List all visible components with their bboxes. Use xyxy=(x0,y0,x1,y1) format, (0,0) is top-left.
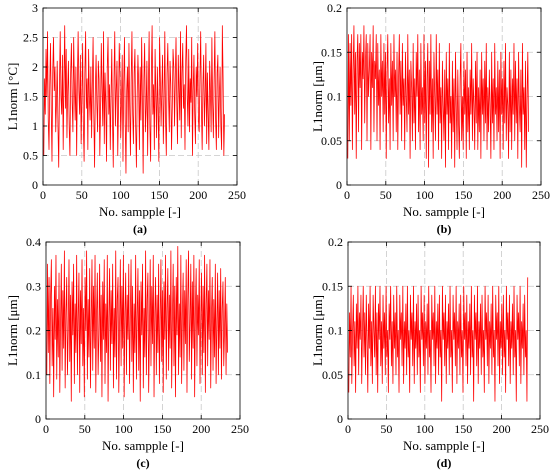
x-tick-label: 100 xyxy=(115,422,133,436)
x-axis-label: No. sampple [-] xyxy=(403,438,485,453)
y-tick-label: 3 xyxy=(32,1,38,15)
y-tick-label: 0.2 xyxy=(328,235,343,249)
y-tick-label: 0.05 xyxy=(321,134,342,148)
x-tick-label: 0 xyxy=(345,422,351,436)
x-tick-label: 0 xyxy=(40,188,46,202)
y-tick-label: 0.2 xyxy=(26,324,41,338)
x-tick-label: 200 xyxy=(192,422,210,436)
x-tick-label: 0 xyxy=(43,422,49,436)
y-tick-label: 0 xyxy=(336,178,342,192)
y-tick-label: 2 xyxy=(32,60,38,74)
x-tick-label: 100 xyxy=(112,188,130,202)
x-tick-label: 150 xyxy=(150,188,168,202)
y-tick-label: 0.15 xyxy=(322,279,343,293)
x-tick-label: 200 xyxy=(493,188,511,202)
x-tick-label: 250 xyxy=(532,188,550,202)
chart-panel-2: 0 50 100 150 200 250 0 0.05 0.1 0.15 0.2 No. samppl… xyxy=(310,1,550,236)
x-tick-label: 150 xyxy=(454,188,472,202)
y-tick-label: 0 xyxy=(337,412,343,426)
x-axis-label: No. sampple [-] xyxy=(102,438,184,453)
x-axis-label: No. sampple [-] xyxy=(403,204,485,219)
y-axis-label: L1norm [μm] xyxy=(310,61,325,132)
series-line xyxy=(46,246,228,402)
panel-caption: (b) xyxy=(437,222,452,236)
x-tick-label: 50 xyxy=(380,188,392,202)
y-tick-label: 0.2 xyxy=(327,1,342,15)
x-tick-label: 100 xyxy=(416,188,434,202)
y-tick-label: 0 xyxy=(35,412,41,426)
y-tick-label: 1.5 xyxy=(23,90,38,104)
x-tick-label: 50 xyxy=(79,422,91,436)
x-axis-label: No. sampple [-] xyxy=(99,204,181,219)
series-line xyxy=(43,25,225,174)
x-tick-label: 250 xyxy=(531,422,549,436)
y-tick-label: 0.5 xyxy=(23,149,38,163)
x-tick-label: 200 xyxy=(493,422,511,436)
y-tick-label: 0.1 xyxy=(328,324,343,338)
x-tick-label: 0 xyxy=(344,188,350,202)
y-tick-label: 0.4 xyxy=(26,235,41,249)
y-tick-label: 0 xyxy=(32,178,38,192)
panel-caption: (c) xyxy=(136,456,149,470)
chart-panel-3: 0 50 100 150 200 250 0 0.1 0.2 0.3 0.4 No. sampple … xyxy=(5,235,249,470)
x-tick-label: 250 xyxy=(231,422,249,436)
x-tick-label: 150 xyxy=(454,422,472,436)
y-tick-label: 1 xyxy=(32,119,38,133)
x-tick-label: 100 xyxy=(416,422,434,436)
x-tick-label: 250 xyxy=(228,188,246,202)
x-tick-label: 150 xyxy=(153,422,171,436)
y-tick-label: 0.1 xyxy=(327,90,342,104)
y-tick-label: 0.3 xyxy=(26,279,41,293)
panel-caption: (a) xyxy=(133,222,147,236)
series-line xyxy=(347,25,529,168)
x-tick-label: 200 xyxy=(189,188,207,202)
panel-caption: (d) xyxy=(437,456,452,470)
y-tick-label: 0.1 xyxy=(26,368,41,382)
y-tick-label: 0.15 xyxy=(321,45,342,59)
x-tick-label: 50 xyxy=(380,422,392,436)
chart-panel-4: 0 50 100 150 200 250 0 0.05 0.1 0.15 0.2 No. samppl… xyxy=(310,235,549,470)
x-tick-label: 50 xyxy=(76,188,88,202)
y-axis-label: L1norm [°C] xyxy=(5,63,20,131)
series-line xyxy=(348,277,529,402)
chart-panel-1: 0 50 100 150 200 250 0 0.5 1 1.5 2 2.5 3 No. sampple … xyxy=(5,1,246,236)
y-tick-label: 0.05 xyxy=(322,368,343,382)
y-axis-label: L1norm [μm] xyxy=(310,295,325,366)
y-tick-label: 2.5 xyxy=(23,31,38,45)
y-axis-label: L1norm [μm] xyxy=(5,295,20,366)
